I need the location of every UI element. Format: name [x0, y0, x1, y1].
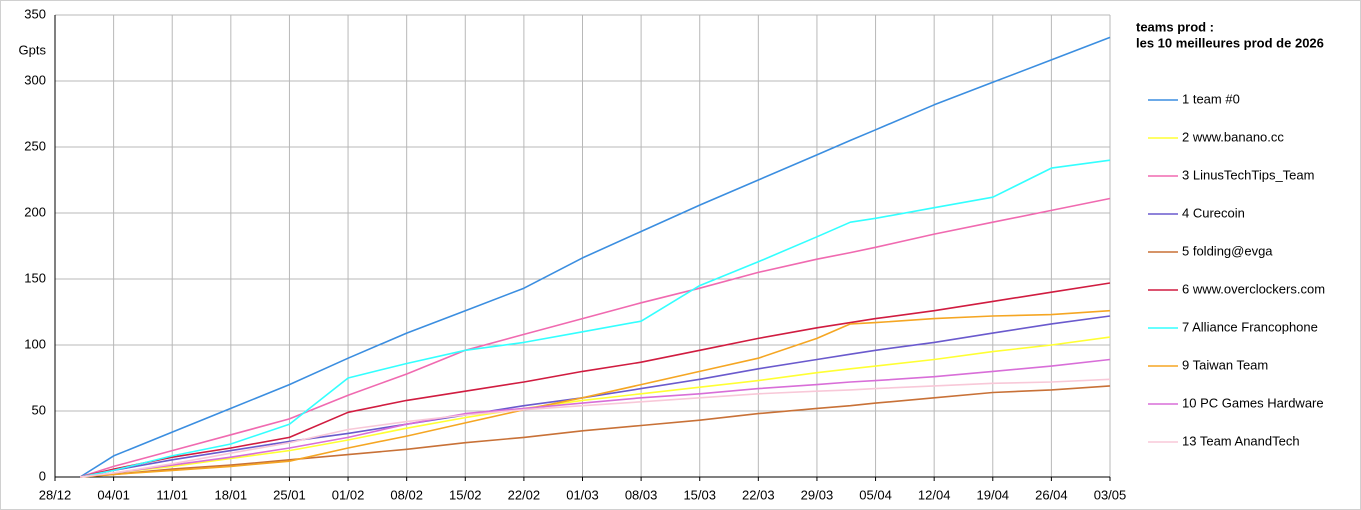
legend-label: 10 PC Games Hardware — [1182, 395, 1324, 410]
series-line — [80, 309, 1111, 478]
series-line — [79, 282, 1111, 478]
x-tick-label: 15/03 — [683, 487, 716, 502]
series-line — [80, 385, 1111, 478]
x-tick-label: 26/04 — [1035, 487, 1068, 502]
x-tick-label: 08/02 — [390, 487, 423, 502]
x-tick-label: 12/04 — [918, 487, 951, 502]
x-tick-label: 03/05 — [1094, 487, 1127, 502]
legend-label: 1 team #0 — [1182, 91, 1240, 106]
series-line — [80, 336, 1111, 478]
x-tick-label: 29/03 — [801, 487, 834, 502]
x-tick-label: 05/04 — [859, 487, 892, 502]
legend-label: 7 Alliance Francophone — [1182, 319, 1318, 334]
legend-label: 3 LinusTechTips_Team — [1182, 167, 1314, 182]
x-tick-label: 01/02 — [332, 487, 365, 502]
y-tick-label: 150 — [24, 270, 46, 285]
x-tick-label: 01/03 — [566, 487, 599, 502]
x-tick-label: 18/01 — [215, 487, 248, 502]
legend-label: 6 www.overclockers.com — [1182, 281, 1325, 296]
y-tick-label: 250 — [24, 138, 46, 153]
legend-label: 5 folding@evga — [1182, 243, 1273, 258]
legend-label: 2 www.banano.cc — [1182, 129, 1284, 144]
y-tick-label: 300 — [24, 72, 46, 87]
x-tick-label: 22/03 — [742, 487, 775, 502]
legend-label: 9 Taiwan Team — [1182, 357, 1268, 372]
series-line — [80, 358, 1111, 478]
x-tick-label: 04/01 — [97, 487, 130, 502]
x-tick-label: 22/02 — [508, 487, 541, 502]
series-line — [79, 36, 1111, 478]
series-line — [79, 315, 1111, 478]
series-line — [79, 159, 1111, 478]
series-line — [80, 378, 1111, 478]
x-tick-label: 08/03 — [625, 487, 658, 502]
x-tick-label: 11/01 — [156, 487, 188, 502]
y-tick-label: 0 — [39, 468, 46, 483]
y-tick-label: 350 — [24, 6, 46, 21]
chart-subtitle: les 10 meilleures prod de 2026 — [1136, 35, 1324, 50]
series-line — [79, 197, 1111, 478]
y-axis-label: Gpts — [19, 42, 47, 57]
legend-label: 4 Curecoin — [1182, 205, 1245, 220]
x-tick-label: 28/12 — [39, 487, 72, 502]
y-tick-label: 200 — [24, 204, 46, 219]
y-tick-label: 100 — [24, 336, 46, 351]
x-tick-label: 15/02 — [449, 487, 482, 502]
x-tick-label: 25/01 — [273, 487, 306, 502]
x-tick-label: 19/04 — [977, 487, 1010, 502]
y-tick-label: 50 — [32, 402, 46, 417]
legend-label: 13 Team AnandTech — [1182, 433, 1300, 448]
chart-title: teams prod : — [1136, 19, 1214, 34]
